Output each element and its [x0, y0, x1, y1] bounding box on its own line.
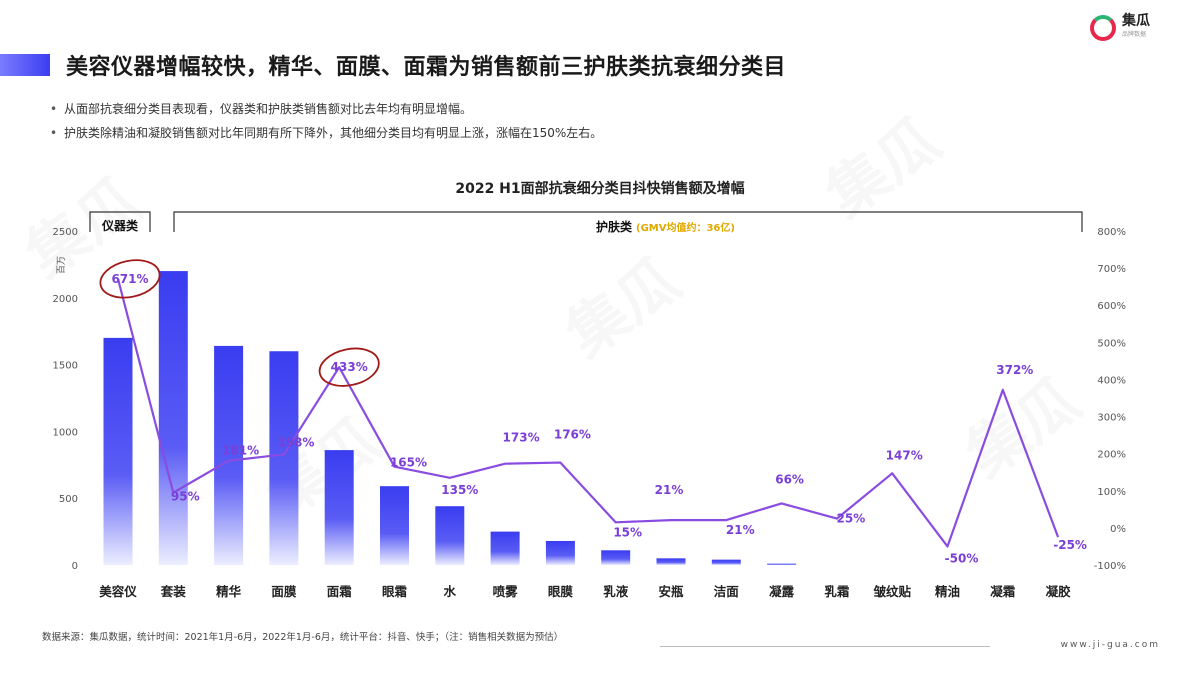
growth-data-label: -25%	[1053, 538, 1087, 552]
highlight-circle	[99, 259, 161, 299]
x-tick-label: 眼霜	[382, 584, 407, 599]
y2-tick-label: 600%	[1097, 301, 1126, 312]
x-tick-label: 精华	[216, 584, 242, 599]
growth-line	[116, 278, 1060, 548]
x-tick-label: 喷雾	[493, 584, 519, 599]
y2-tick-label: 700%	[1097, 264, 1126, 275]
y2-tick-label: 800%	[1097, 227, 1126, 238]
growth-data-label: 147%	[886, 448, 923, 462]
x-tick-label: 乳液	[603, 584, 629, 599]
growth-data-label: 135%	[441, 483, 478, 497]
bullet-item: 护肤类除精油和凝胶销售额对比年同期有所下降外，其他细分类目均有明显上涨，涨幅在1…	[50, 121, 602, 145]
growth-data-label: 21%	[655, 483, 684, 497]
growth-data-label: 198%	[277, 435, 314, 449]
growth-data-label: 176%	[554, 428, 591, 442]
y-tick-label: 1500	[53, 361, 78, 372]
y2-tick-label: 300%	[1097, 413, 1126, 424]
bar	[158, 271, 188, 565]
bar	[601, 550, 631, 565]
growth-data-label: 173%	[503, 431, 540, 445]
footer-url: www.ji-gua.com	[1060, 640, 1160, 650]
chart-title: 2022 H1面部抗衰细分类目抖快销售额及增幅	[455, 181, 745, 197]
data-source-note: 数据来源：集瓜数据，统计时间：2021年1月-6月，2022年1月-6月，统计平…	[42, 632, 564, 643]
bar	[767, 563, 797, 565]
growth-data-label: 95%	[171, 490, 200, 504]
group-note-skincare: (GMV均值约：36亿)	[636, 221, 735, 234]
y-tick-label: 0	[72, 561, 78, 572]
growth-data-label: 15%	[613, 525, 642, 539]
y-tick-label: 1000	[53, 427, 78, 438]
group-bracket-instrument	[89, 211, 151, 232]
group-label-skincare: 护肤类	[596, 219, 633, 234]
x-tick-label: 凝露	[769, 584, 795, 599]
highlight-circle	[318, 347, 380, 387]
x-tick-label: 面膜	[271, 584, 297, 599]
bar	[269, 351, 299, 565]
growth-data-label: 21%	[726, 523, 755, 537]
growth-data-label: -50%	[945, 551, 979, 565]
group-label-instrument: 仪器类	[101, 218, 139, 233]
growth-data-label: 372%	[996, 363, 1033, 377]
x-tick-label: 水	[444, 584, 457, 599]
bar	[324, 450, 354, 565]
logo-tagline: 品牌数据	[1122, 31, 1147, 38]
y2-tick-label: 500%	[1097, 338, 1126, 349]
x-tick-label: 洁面	[714, 584, 740, 599]
bullet-item: 从面部抗衰细分类目表现看，仪器类和护肤类销售额对比去年均有明显增幅。	[50, 97, 602, 121]
x-tick-label: 皱纹贴	[872, 584, 911, 599]
growth-data-label: 433%	[331, 360, 368, 374]
y2-tick-label: 0%	[1110, 524, 1126, 535]
bar	[435, 506, 465, 565]
bar	[103, 337, 133, 565]
x-tick-label: 凝霜	[990, 584, 1015, 599]
bar	[711, 559, 741, 565]
bar	[214, 345, 244, 565]
growth-data-label: 66%	[775, 472, 804, 486]
group-bracket-skincare	[173, 211, 1083, 232]
bar	[545, 540, 575, 565]
y2-tick-label: -100%	[1094, 561, 1126, 572]
brand-logo: 集瓜 品牌数据	[1090, 14, 1150, 42]
x-tick-label: 安瓶	[658, 584, 684, 599]
x-tick-label: 凝胶	[1046, 584, 1072, 599]
x-tick-label: 面霜	[327, 584, 352, 599]
growth-data-label: 671%	[111, 272, 148, 286]
growth-data-label: 25%	[837, 512, 866, 526]
x-tick-label: 套装	[160, 584, 187, 599]
footer-divider	[660, 646, 990, 647]
growth-data-label: 181%	[222, 444, 259, 458]
x-tick-label: 精油	[935, 584, 960, 599]
y-tick-label: 2000	[53, 294, 78, 305]
bullet-list: 从面部抗衰细分类目表现看，仪器类和护肤类销售额对比去年均有明显增幅。 护肤类除精…	[50, 97, 602, 145]
page-title: 美容仪器增幅较快，精华、面膜、面霜为销售额前三护肤类抗衰细分类目	[66, 55, 787, 80]
logo-icon	[1090, 15, 1116, 41]
logo-name: 集瓜	[1122, 13, 1150, 29]
growth-data-label: 165%	[390, 456, 427, 470]
y2-tick-label: 100%	[1097, 487, 1126, 498]
y2-tick-label: 400%	[1097, 375, 1126, 386]
y-axis-label: 百万	[56, 256, 67, 274]
y-tick-label: 2500	[53, 227, 78, 238]
x-tick-label: 眼膜	[548, 584, 574, 599]
bar	[380, 486, 409, 565]
x-tick-label: 美容仪	[99, 584, 137, 599]
y-tick-label: 500	[59, 494, 78, 505]
bar	[490, 531, 520, 565]
x-tick-label: 乳霜	[824, 584, 849, 599]
y2-tick-label: 200%	[1097, 450, 1126, 461]
bar	[656, 558, 686, 565]
title-accent-bar	[0, 54, 50, 76]
